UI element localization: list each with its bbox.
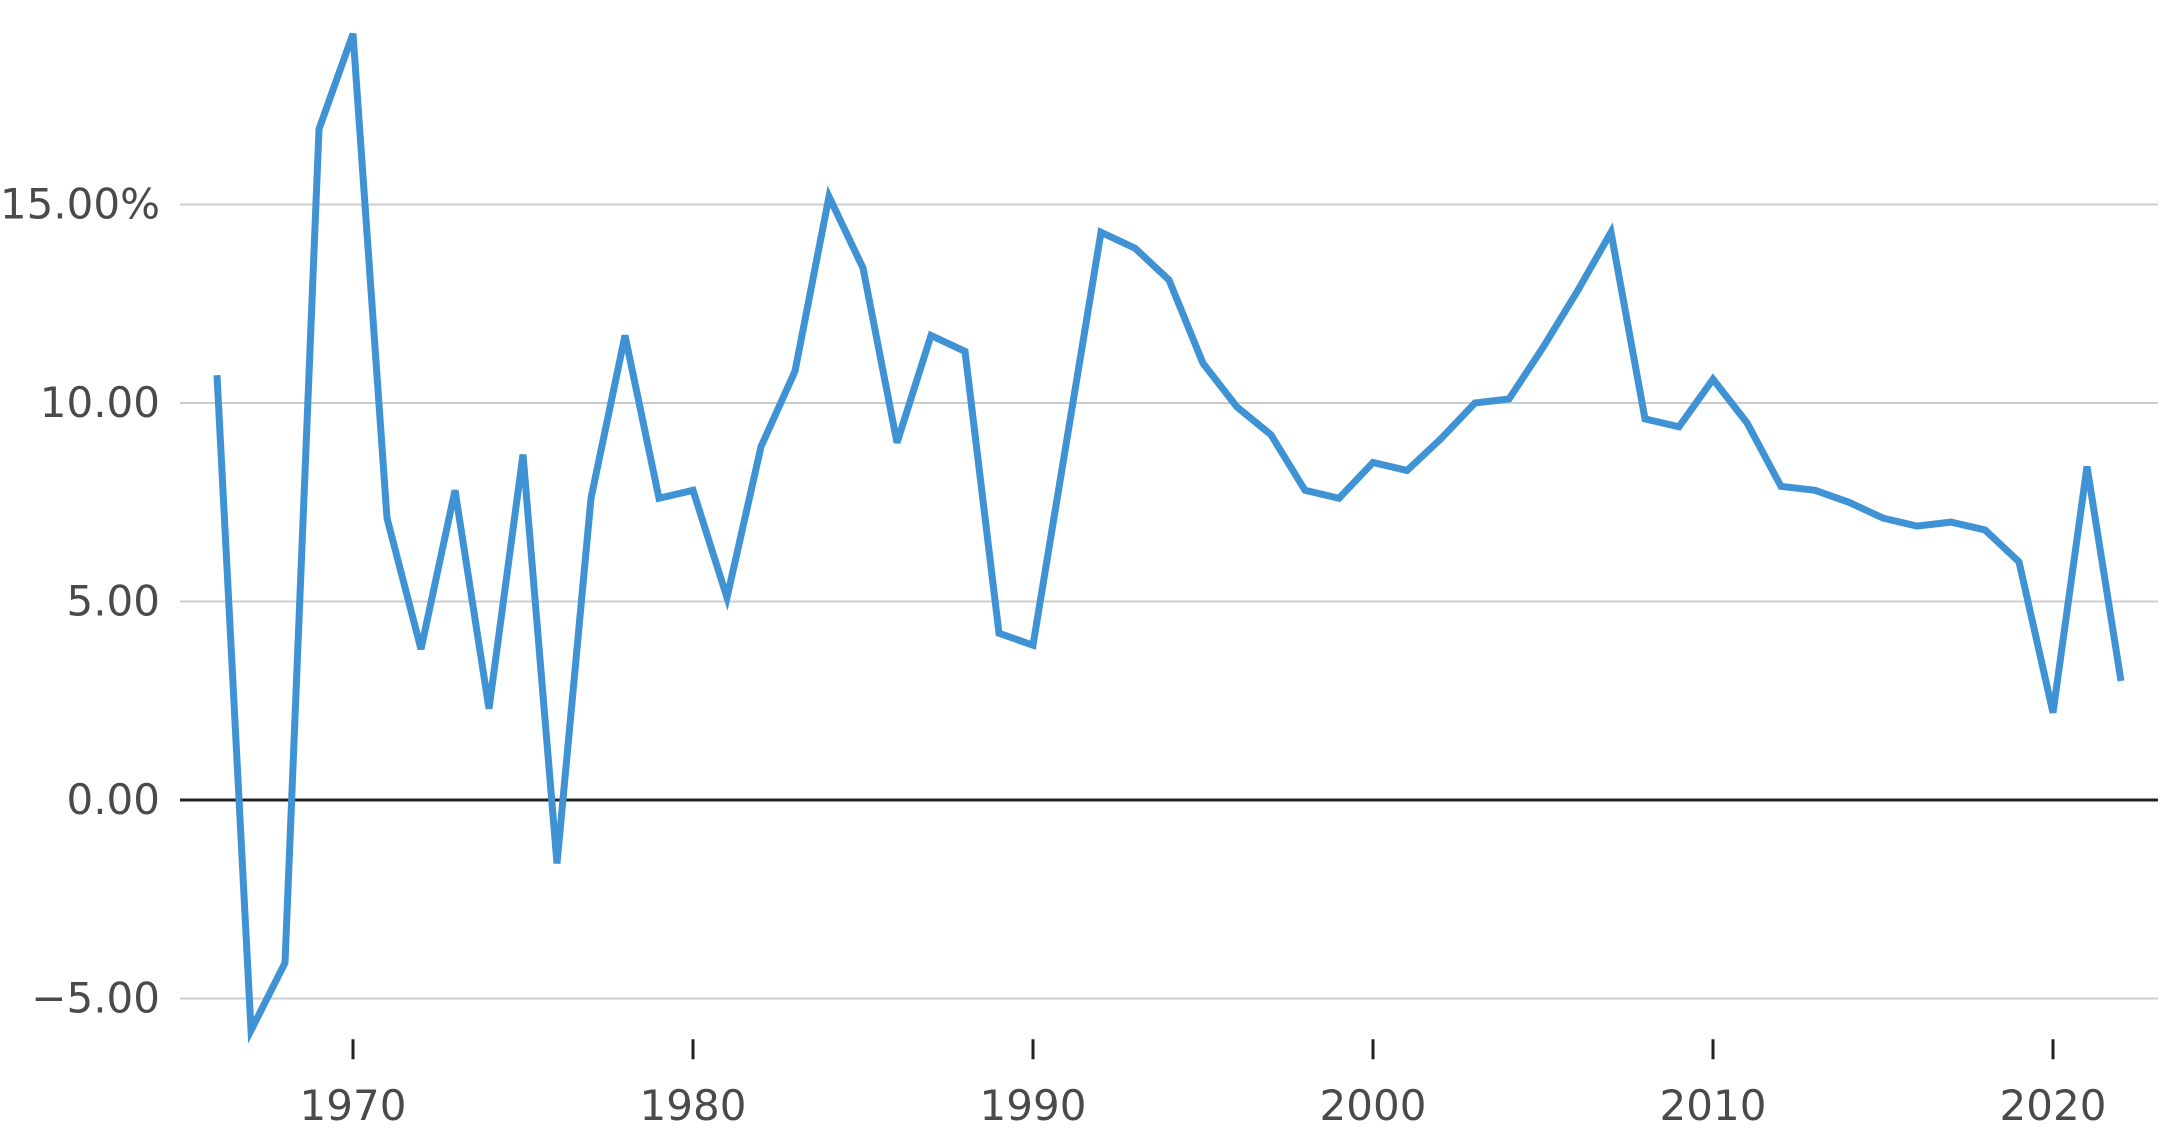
y-tick-label: 5.00 [66, 577, 160, 626]
x-axis: 1970 1980 1990 2000 2010 2020 [300, 1039, 2107, 1130]
x-tick-label: 1990 [980, 1081, 1087, 1130]
series-layer [213, 32, 2125, 1044]
gridlines [180, 203, 2158, 1000]
y-tick-label: 15.00% [0, 180, 160, 229]
y-tick-label: 0.00 [66, 775, 160, 824]
y-tick-label: −5.00 [31, 974, 160, 1023]
x-tick-label: 2020 [2000, 1081, 2107, 1130]
series-line [213, 32, 2125, 1044]
x-tick-label: 1970 [300, 1081, 407, 1130]
y-tick-label: 10.00 [40, 378, 160, 427]
x-tick-label: 1980 [640, 1081, 747, 1130]
x-tick-label: 2000 [1320, 1081, 1427, 1130]
x-tick-label: 2010 [1660, 1081, 1767, 1130]
y-axis: 15.00% 10.00 5.00 0.00 −5.00 [0, 180, 160, 1023]
